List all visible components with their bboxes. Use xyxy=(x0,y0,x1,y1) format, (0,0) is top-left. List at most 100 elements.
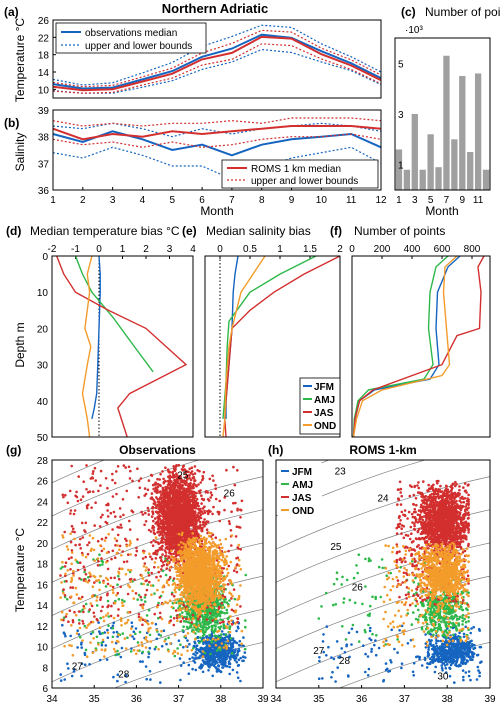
scatter-point xyxy=(61,536,65,539)
scatter-point xyxy=(145,588,149,592)
scatter-point xyxy=(180,527,183,531)
scatter-point xyxy=(147,574,151,577)
scatter-point xyxy=(153,565,156,569)
scatter-point xyxy=(219,625,223,628)
scatter-point xyxy=(200,494,203,498)
scatter-point xyxy=(122,464,126,467)
scatter-point xyxy=(69,540,73,544)
x-tick-label: 1.5 xyxy=(303,244,317,255)
scatter-point xyxy=(205,599,209,602)
scatter-point xyxy=(166,486,169,489)
scatter-point xyxy=(106,486,109,490)
scatter-point xyxy=(168,501,172,504)
scatter-point xyxy=(152,519,155,523)
scatter-point xyxy=(159,496,162,499)
scatter-point xyxy=(195,497,199,501)
legend-box xyxy=(55,22,207,54)
scatter-point xyxy=(216,634,219,638)
scatter-point xyxy=(80,646,83,649)
scatter-point xyxy=(155,553,158,556)
scatter-point xyxy=(236,556,240,560)
scatter-point xyxy=(122,513,125,517)
scatter-point xyxy=(178,482,181,486)
scatter-point xyxy=(231,637,235,640)
scatter-point xyxy=(214,536,218,539)
scatter-point xyxy=(62,495,65,499)
scatter-point xyxy=(216,637,220,641)
scatter-point xyxy=(100,559,104,563)
scatter-point xyxy=(193,491,196,494)
scatter-point xyxy=(162,477,165,481)
bar xyxy=(443,55,450,190)
scatter-point xyxy=(188,499,192,503)
scatter-point xyxy=(167,516,171,520)
scatter-point xyxy=(121,498,125,501)
scatter-point xyxy=(211,634,214,638)
scatter-point xyxy=(95,599,98,602)
scatter-point xyxy=(170,510,174,514)
scatter-point xyxy=(75,490,78,494)
scatter-point xyxy=(157,503,161,507)
scatter-point xyxy=(218,519,221,523)
scatter-point xyxy=(63,565,67,568)
scatter-point xyxy=(171,490,174,494)
scatter-point xyxy=(232,569,236,572)
scatter-point xyxy=(83,568,87,571)
scatter-point xyxy=(181,617,185,620)
scatter-point xyxy=(147,513,151,516)
legend-label: observations median xyxy=(85,28,177,39)
scatter-point xyxy=(217,544,220,547)
scatter-point xyxy=(155,521,158,524)
scatter-point xyxy=(152,525,155,529)
scatter-point xyxy=(211,626,214,630)
scatter-point xyxy=(223,595,227,599)
scatter-point xyxy=(231,623,234,626)
scatter-point xyxy=(230,582,233,586)
scatter-point xyxy=(154,557,158,560)
scatter-point xyxy=(229,529,233,532)
scatter-point xyxy=(227,564,231,568)
x-tick-label: 3 xyxy=(412,195,418,206)
scatter-point xyxy=(217,612,221,616)
scatter-point xyxy=(203,647,206,650)
scatter-point xyxy=(161,544,164,548)
scatter-point xyxy=(159,484,162,488)
scatter-point xyxy=(160,539,163,543)
scatter-point xyxy=(172,523,176,527)
scatter-point xyxy=(104,644,108,647)
scatter-point xyxy=(160,511,164,515)
scatter-point xyxy=(179,620,183,623)
scatter-point xyxy=(118,507,122,510)
scatter-point xyxy=(81,536,85,539)
scatter-point xyxy=(219,618,222,621)
scatter-point xyxy=(209,491,213,494)
scatter-point xyxy=(191,667,194,671)
scatter-point xyxy=(179,475,182,478)
scatter-point xyxy=(170,539,174,542)
scatter-point xyxy=(79,498,83,502)
x-tick-label: -1 xyxy=(71,244,80,255)
scatter-point xyxy=(190,466,194,470)
scatter-point xyxy=(236,649,240,653)
y-tick-label: 36 xyxy=(38,186,50,197)
scatter-point xyxy=(138,630,142,634)
scatter-point xyxy=(91,536,95,540)
scatter-point xyxy=(205,606,209,609)
scatter-point xyxy=(185,524,188,527)
scatter-point xyxy=(152,552,155,555)
scatter-point xyxy=(70,644,73,648)
scatter-point xyxy=(189,513,192,516)
scatter-point xyxy=(221,546,224,550)
scatter-point xyxy=(169,552,173,556)
density-contour xyxy=(52,460,200,517)
scatter-point xyxy=(226,652,230,656)
scatter-point xyxy=(203,505,206,509)
scatter-point xyxy=(173,492,177,496)
scatter-point xyxy=(149,497,153,500)
scatter-point xyxy=(168,478,172,482)
scatter-point xyxy=(141,623,144,627)
y-tick-label: 26 xyxy=(38,16,50,27)
scatter-point xyxy=(175,538,179,542)
x-tick-label: 8 xyxy=(259,195,265,206)
